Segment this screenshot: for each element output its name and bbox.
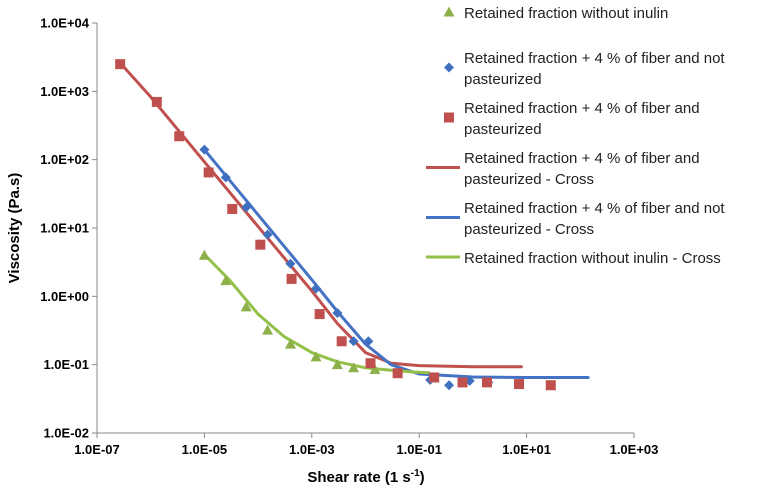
legend-label: pasteurized <box>464 71 542 88</box>
x-tick-label: 1.0E-01 <box>396 442 442 457</box>
legend-label: Retained fraction + 4 % of fiber and not <box>464 200 725 217</box>
legend-item-5: Retained fraction without inulin - Cross <box>426 250 721 267</box>
legend-marker-swatch <box>443 6 455 17</box>
data-point <box>348 362 360 373</box>
legend-label: pasteurized - Cross <box>464 171 594 188</box>
x-axis-title-main: Shear rate (1 s <box>307 469 410 486</box>
x-tick-label: 1.0E+03 <box>610 442 659 457</box>
x-tick-label: 1.0E-07 <box>74 442 120 457</box>
data-point <box>284 338 296 349</box>
tick-layer: 1.0E-02 1.0E-01 1.0E+00 1.0E+01 1.0E+02 1.0E+… <box>40 16 658 458</box>
data-point <box>227 203 238 214</box>
series-2-points <box>115 59 556 391</box>
legend-item-0: Retained fraction without inulin <box>443 5 668 22</box>
series-0-points <box>198 249 381 374</box>
data-point <box>198 249 210 260</box>
y-axis-title: Viscosity (Pa.s) <box>6 173 23 284</box>
series-1-points <box>199 144 494 391</box>
data-point <box>220 275 232 286</box>
legend-marker-swatch <box>444 112 454 123</box>
legend-label: Retained fraction + 4 % of fiber and <box>464 100 700 117</box>
data-point <box>365 358 376 369</box>
legend-label: Retained fraction without inulin <box>464 5 668 22</box>
data-point <box>481 377 492 388</box>
data-point <box>241 202 252 213</box>
y-tick-label: 1.0E+03 <box>40 84 89 99</box>
data-point <box>444 380 455 391</box>
data-point <box>262 229 273 240</box>
data-point <box>203 167 214 178</box>
series-line-3 <box>118 61 523 369</box>
x-tick-label: 1.0E-05 <box>182 442 228 457</box>
y-tick-label: 1.0E-01 <box>43 357 89 372</box>
legend-label: pasteurized - Cross <box>464 221 594 238</box>
data-point <box>311 283 322 294</box>
legend-marker-swatch <box>444 62 454 73</box>
legend-label: Retained fraction + 4 % of fiber and <box>464 150 700 167</box>
data-point <box>240 301 252 312</box>
data-point <box>369 363 381 374</box>
data-point <box>336 336 347 347</box>
series-line-4 <box>202 148 590 379</box>
x-tick-label: 1.0E-03 <box>289 442 335 457</box>
series-markers <box>115 59 556 391</box>
legend-item-1: Retained fraction + 4 % of fiber and not… <box>444 50 725 88</box>
x-axis-title-sup: -1 <box>411 468 420 479</box>
legend-label: Retained fraction without inulin - Cross <box>464 250 721 267</box>
legend-item-4: Retained fraction + 4 % of fiber and not… <box>426 200 725 238</box>
legend-item-3: Retained fraction + 4 % of fiber and past… <box>426 150 700 188</box>
data-point <box>199 144 210 155</box>
data-point <box>310 351 322 362</box>
data-point <box>429 372 440 383</box>
data-point <box>255 239 266 250</box>
data-point <box>220 172 231 183</box>
legend-label: pasteurized <box>464 121 542 138</box>
data-point <box>115 59 126 70</box>
legend-label: Retained fraction + 4 % of fiber and not <box>464 50 725 67</box>
data-point <box>285 258 296 269</box>
data-point <box>514 379 525 390</box>
y-tick-label: 1.0E+02 <box>40 152 89 167</box>
data-point <box>348 336 359 347</box>
data-point <box>363 336 374 347</box>
data-point <box>392 368 403 379</box>
y-tick-label: 1.0E-02 <box>43 426 89 441</box>
data-point <box>262 324 274 335</box>
legend-item-2: Retained fraction + 4 % of fiber and past… <box>444 100 700 138</box>
y-tick-label: 1.0E+00 <box>40 289 89 304</box>
x-axis-title: Shear rate (1 s-1) <box>307 468 424 486</box>
data-point <box>457 377 468 388</box>
data-point <box>314 309 325 320</box>
data-point <box>332 308 343 319</box>
data-point <box>286 273 297 284</box>
y-tick-label: 1.0E+01 <box>40 221 89 236</box>
x-axis-title-close: ) <box>420 469 425 486</box>
data-point <box>331 359 343 370</box>
data-point <box>174 131 185 142</box>
legend: Retained fraction without inulin Retained… <box>426 5 725 267</box>
x-tick-label: 1.0E+01 <box>502 442 551 457</box>
y-tick-label: 1.0E+04 <box>40 16 90 31</box>
data-point <box>545 380 556 391</box>
data-point <box>151 96 162 107</box>
